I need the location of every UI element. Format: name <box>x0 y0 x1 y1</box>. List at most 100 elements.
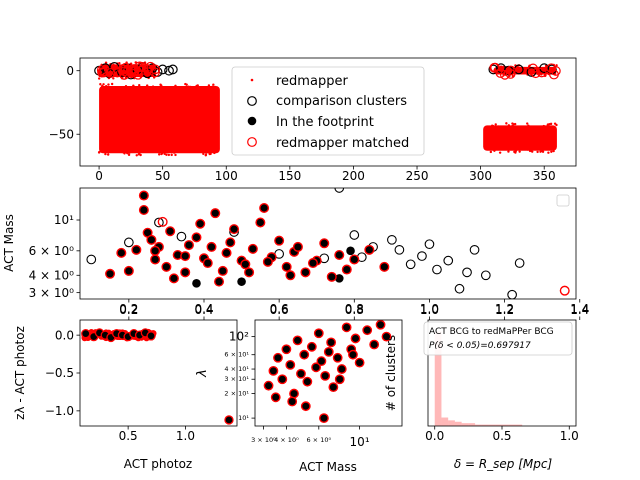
redmapper-point <box>112 63 115 67</box>
redmapper-point <box>118 61 121 65</box>
histogram-bar <box>495 424 502 426</box>
redmapper-point <box>122 151 125 154</box>
richness-mass-x-label: ACT Mass <box>299 460 357 474</box>
redmapper-point <box>542 124 545 128</box>
redmapper-point <box>518 150 521 153</box>
matched-footprint-point <box>206 241 217 252</box>
richness-point <box>311 362 321 373</box>
richness-mass-y-tick-label: 2 × 10¹ <box>224 390 249 398</box>
sky-map-x-ticks: 0 50 100 150 200 250 300 350 <box>95 166 556 183</box>
annotation-box <box>423 321 573 356</box>
matched-point <box>489 62 500 73</box>
redmapper-point <box>183 150 186 153</box>
redmapper-point <box>189 85 192 89</box>
separation-histogram-x-tick-label: 1.0 <box>560 429 579 443</box>
redmapper-point <box>174 84 177 87</box>
histogram-bar <box>434 331 442 426</box>
mass-redshift-top-tick-label: 0.8 <box>345 303 364 317</box>
richness-mass-y-tick-label: 6 × 10¹ <box>224 351 249 359</box>
matched-footprint-point <box>244 267 255 278</box>
matched-footprint-point <box>105 268 116 279</box>
redmapper-point <box>195 84 198 88</box>
photoz-residual-x-label: ACT photoz <box>124 457 192 471</box>
richness-point <box>375 320 386 330</box>
richness-point <box>273 352 283 363</box>
mass-redshift-x-tick-label: 1.4 <box>570 302 589 316</box>
photoz-residual-marks <box>81 328 234 425</box>
redmapper-point <box>165 153 168 157</box>
matched-point <box>559 285 570 296</box>
redmapper-point <box>169 86 172 89</box>
matched-point <box>143 64 154 75</box>
richness-point <box>320 370 331 381</box>
redmapper-point <box>112 77 115 80</box>
histogram-bar <box>481 424 489 426</box>
richness-mass-y-tick-label: 3 × 10¹ <box>224 375 249 383</box>
redmapper-point <box>110 82 114 86</box>
footprint-point <box>346 246 355 256</box>
richness-mass-y-label: λ <box>195 369 210 378</box>
sky-map-y-tick-label: −50 <box>49 127 74 141</box>
richness-point <box>300 401 311 412</box>
mass-redshift-top-tick-label: 1.4 <box>570 303 589 317</box>
photoz-residual-x-ticks: 0.5 1.0 <box>119 426 195 443</box>
richness-mass-x-tick-label: 3 × 10⁰ <box>251 436 276 444</box>
redmapper-point <box>528 149 532 153</box>
matched-footprint-point <box>123 265 134 276</box>
legend-label-redmapper: redmapper <box>276 74 348 89</box>
histogram-bar <box>454 421 462 426</box>
mass-redshift-top-ticks: 0.2 0.4 0.6 0.8 1.0 1.2 1.4 <box>119 303 589 320</box>
richness-mass-y-tick-label: 10² <box>229 330 249 344</box>
redmapper-point <box>516 66 519 69</box>
redmapper-point <box>107 150 110 154</box>
matched-point <box>150 64 161 75</box>
richness-point <box>362 325 373 336</box>
matched-footprint-point <box>161 261 172 272</box>
sky-map-panel: 0 50 100 150 200 250 300 350 0 −50 redmapper com… <box>49 57 577 183</box>
matched-footprint-point <box>214 276 225 287</box>
comparison-cluster-point <box>417 251 427 261</box>
matched-footprint-point <box>319 238 330 249</box>
richness-point <box>263 380 274 391</box>
redmapper-point <box>211 85 214 88</box>
sky-map-y-ticks: 0 −50 <box>49 64 80 141</box>
matched-footprint-point <box>116 247 127 258</box>
redmapper-point <box>174 153 177 157</box>
redmapper-point <box>157 153 161 156</box>
redmapper-point <box>111 150 114 154</box>
richness-point <box>348 349 358 360</box>
comparison-cluster-point <box>86 254 97 265</box>
redmapper-point <box>541 150 545 153</box>
residual-point <box>81 328 91 339</box>
matched-footprint-point <box>285 270 296 281</box>
redmapper-point <box>137 85 141 89</box>
matched-footprint-point <box>255 217 266 228</box>
comparison-cluster-point <box>469 244 480 255</box>
sky-map-y-tick-label: 0 <box>66 64 74 78</box>
richness-point <box>299 349 310 360</box>
matched-footprint-point <box>262 256 273 267</box>
mass-redshift-top-tick-label: 0.2 <box>119 303 138 317</box>
sky-map-x-tick-label: 200 <box>342 169 365 183</box>
separation-histogram-panel: 0.0 0.5 1.0 δ = R_sep [Mpc] # of clusters … <box>384 319 579 471</box>
histogram-bar <box>461 423 469 426</box>
redmapper-point <box>138 152 141 155</box>
redmapper-point <box>494 123 497 126</box>
separation-histogram-x-ticks: 0.0 0.5 1.0 <box>425 426 579 443</box>
empty-legend-box <box>556 194 570 207</box>
richness-point <box>285 359 296 370</box>
legend-marker-redmapper <box>250 78 254 82</box>
redmapper-point <box>552 149 555 153</box>
comparison-cluster-point <box>405 259 416 270</box>
mass-redshift-y-tick-label: 4 × 10⁰ <box>29 268 75 282</box>
matched-point <box>550 66 561 76</box>
redmapper-point <box>536 150 539 154</box>
separation-histogram-x-label: δ = R_sep [Mpc] <box>454 457 553 471</box>
legend-label-matched: redmapper matched <box>276 136 409 151</box>
richness-mass-y-tick-label: 10¹ <box>238 414 249 422</box>
redmapper-point <box>160 84 163 87</box>
mass-redshift-panel: 0.2 0.4 0.6 0.8 1.0 1.2 1.4 0.2 0.4 0.6 0.8 1.0 1.2… <box>2 187 589 320</box>
richness-point <box>350 333 361 344</box>
matched-footprint-point <box>131 244 142 255</box>
